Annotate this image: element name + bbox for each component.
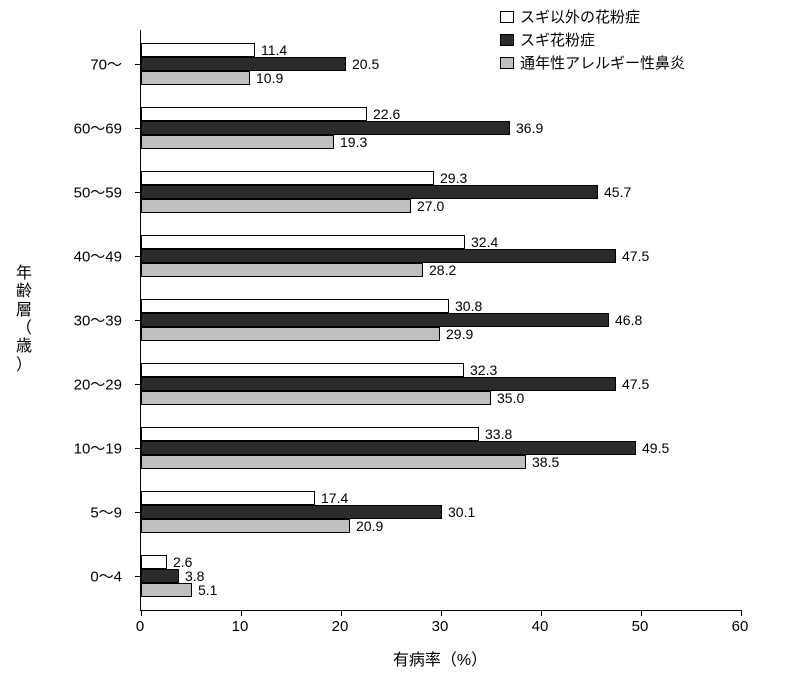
bar [141, 491, 315, 505]
bar-value-label: 10.9 [256, 70, 283, 86]
bar-value-label: 32.3 [470, 362, 497, 378]
bar [141, 57, 346, 71]
bar [141, 427, 479, 441]
x-tick-label: 10 [232, 618, 249, 635]
bar-value-label: 20.9 [356, 518, 383, 534]
legend-label: 通年性アレルギー性鼻炎 [520, 52, 685, 73]
bar [141, 121, 510, 135]
category-label: 20～29 [0, 374, 122, 395]
bar-value-label: 30.1 [448, 504, 475, 520]
bar-value-label: 46.8 [615, 312, 642, 328]
bar-value-label: 38.5 [532, 454, 559, 470]
bar-value-label: 36.9 [516, 120, 543, 136]
x-tick [441, 610, 442, 616]
x-tick [541, 610, 542, 616]
bar-value-label: 33.8 [485, 426, 512, 442]
legend-item: スギ花粉症 [500, 29, 685, 50]
bar [141, 363, 464, 377]
bar-value-label: 27.0 [417, 198, 444, 214]
x-tick-label: 20 [332, 618, 349, 635]
legend-swatch [500, 57, 514, 69]
bar [141, 299, 449, 313]
bar-value-label: 47.5 [622, 248, 649, 264]
bar [141, 313, 609, 327]
x-axis-label: 有病率（%） [380, 646, 500, 670]
bar-value-label: 22.6 [373, 106, 400, 122]
bar [141, 583, 192, 597]
bar-value-label: 28.2 [429, 262, 456, 278]
bar [141, 569, 179, 583]
x-tick [741, 610, 742, 616]
category-label: 10～19 [0, 438, 122, 459]
bar [141, 377, 616, 391]
category-label: 40～49 [0, 246, 122, 267]
legend-label: スギ以外の花粉症 [520, 6, 640, 27]
bar-value-label: 19.3 [340, 134, 367, 150]
legend: スギ以外の花粉症スギ花粉症通年性アレルギー性鼻炎 [500, 6, 685, 75]
bar [141, 441, 636, 455]
bar-value-label: 45.7 [604, 184, 631, 200]
chart-container: 11.4 20.5 10.9 22.6 36.9 19.3 29.3 45.7 27.0 32.4… [0, 0, 797, 682]
x-tick-label: 40 [532, 618, 549, 635]
x-tick-label: 30 [432, 618, 449, 635]
bar [141, 135, 334, 149]
bar [141, 327, 440, 341]
category-label: 0～4 [0, 566, 122, 587]
bar-value-label: 11.4 [261, 42, 287, 58]
category-label: 50～59 [0, 182, 122, 203]
bar [141, 555, 167, 569]
legend-label: スギ花粉症 [520, 29, 595, 50]
bar [141, 505, 442, 519]
bar-value-label: 47.5 [622, 376, 649, 392]
bar-value-label: 29.9 [446, 326, 473, 342]
bar-value-label: 17.4 [321, 490, 348, 506]
x-tick-label: 50 [632, 618, 649, 635]
bar-value-label: 20.5 [352, 56, 379, 72]
bar-value-label: 29.3 [440, 170, 467, 186]
category-label: 30～39 [0, 310, 122, 331]
bar [141, 171, 434, 185]
bar [141, 235, 465, 249]
bar-value-label: 35.0 [497, 390, 524, 406]
legend-swatch [500, 11, 514, 23]
legend-item: 通年性アレルギー性鼻炎 [500, 52, 685, 73]
bar [141, 71, 250, 85]
legend-item: スギ以外の花粉症 [500, 6, 685, 27]
bar-value-label: 5.1 [198, 582, 217, 598]
category-label: 5～9 [0, 502, 122, 523]
plot-area: 11.4 20.5 10.9 22.6 36.9 19.3 29.3 45.7 27.0 32.4… [140, 30, 741, 611]
legend-swatch [500, 34, 514, 46]
category-label: 70～ [0, 54, 122, 75]
bar [141, 249, 616, 263]
x-tick [141, 610, 142, 616]
bar [141, 199, 411, 213]
x-tick [641, 610, 642, 616]
bar-value-label: 32.4 [471, 234, 498, 250]
bar [141, 391, 491, 405]
bar [141, 107, 367, 121]
bar [141, 185, 598, 199]
x-tick [341, 610, 342, 616]
bar [141, 263, 423, 277]
bar [141, 519, 350, 533]
bar [141, 43, 255, 57]
x-tick [241, 610, 242, 616]
category-label: 60～69 [0, 118, 122, 139]
x-tick-label: 60 [732, 618, 749, 635]
x-tick-label: 0 [136, 618, 144, 635]
bar-value-label: 49.5 [642, 440, 669, 456]
bar [141, 455, 526, 469]
bar-value-label: 30.8 [455, 298, 482, 314]
